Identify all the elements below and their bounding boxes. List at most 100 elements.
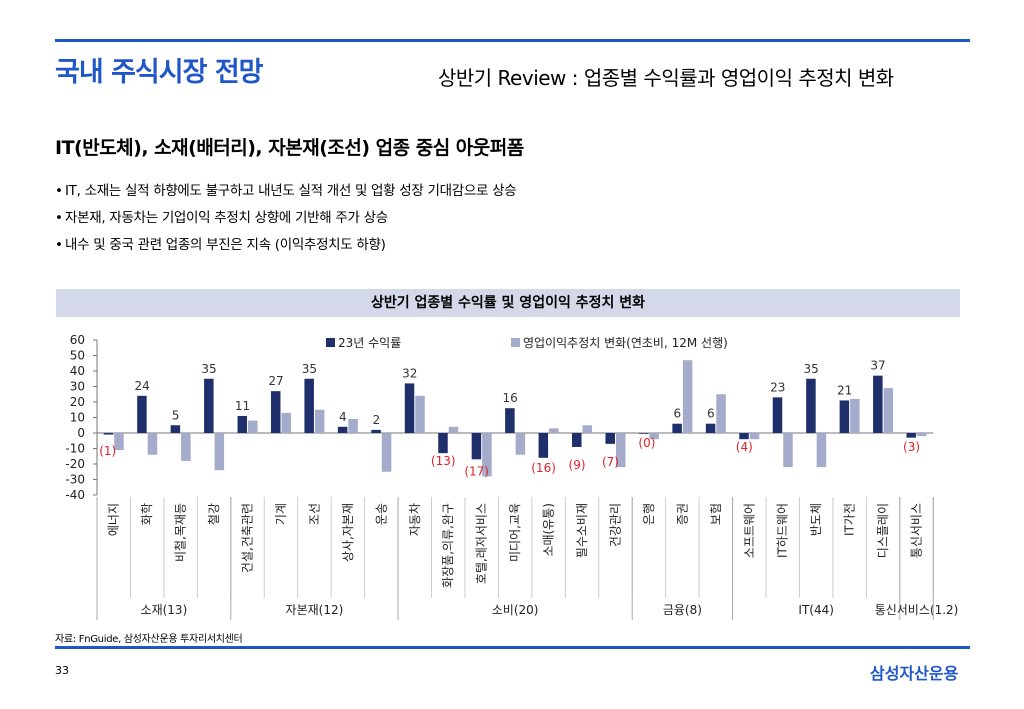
bar-estimate-change <box>816 433 827 468</box>
x-tick-label: 필수소비재 <box>575 503 589 558</box>
x-tick-label: 비철,목재등 <box>174 503 188 562</box>
data-label: 37 <box>870 359 885 373</box>
bar-estimate-change <box>348 419 358 433</box>
bar-return <box>471 433 482 460</box>
x-tick-label: 소매(유통) <box>542 503 556 557</box>
bar-estimate-change <box>850 398 860 433</box>
data-label: 4 <box>339 410 347 424</box>
legend-label-return: 23년 수익률 <box>338 336 401 350</box>
y-tick-label: 10 <box>70 411 85 425</box>
bar-estimate-change <box>883 388 894 433</box>
data-label: (4) <box>736 440 753 454</box>
group-label: 소비(20) <box>492 603 539 617</box>
page-subtitle: 상반기 Review : 업종별 수익률과 영업이익 추정치 변화 <box>438 66 894 90</box>
bar-estimate-change <box>482 433 492 477</box>
data-label: (7) <box>602 455 619 469</box>
bullet-item: • 내수 및 중국 관련 업종의 부진은 지속 (이익추정치도 하향) <box>55 232 516 259</box>
bar-estimate-change <box>314 409 325 433</box>
bar-return <box>605 433 615 444</box>
y-tick-label: -20 <box>65 457 85 471</box>
group-label: 자본재(12) <box>286 603 344 617</box>
bullet-text: IT, 소재는 실적 하향에도 불구하고 내년도 실적 개선 및 업황 성장 기… <box>65 183 517 199</box>
bullet-text: 자본재, 자동차는 기업이익 추정치 상향에 기반해 주가 상승 <box>65 210 388 226</box>
bar-return <box>705 423 716 433</box>
bar-return <box>404 383 415 433</box>
bar-return <box>572 433 582 447</box>
x-tick-label: 운송 <box>374 503 388 525</box>
y-tick-label: 30 <box>70 380 85 394</box>
x-tick-label: IT가전 <box>843 503 857 536</box>
x-tick-label: 조선 <box>307 503 321 525</box>
x-tick-label: 화장품,의류,완구 <box>441 503 455 588</box>
data-label: 21 <box>837 383 852 397</box>
bar-return <box>170 425 181 433</box>
x-tick-label: 건설,건축관련 <box>241 503 255 573</box>
bar-return <box>739 433 749 440</box>
x-tick-label: 소프트웨어 <box>742 503 756 558</box>
x-tick-label: 통신서비스 <box>910 503 924 558</box>
data-label: (1) <box>99 444 116 458</box>
x-tick-label: 반도체 <box>809 503 823 536</box>
x-tick-label: 디스플레이 <box>876 503 890 558</box>
bar-return <box>103 433 114 435</box>
bar-estimate-change <box>582 425 593 433</box>
data-label: 16 <box>502 391 517 405</box>
page-title: 국내 주식시장 전망 <box>55 57 264 88</box>
y-tick-label: -40 <box>65 488 85 502</box>
x-tick-label: 에너지 <box>107 503 121 536</box>
chart-title: 상반기 업종별 수익률 및 영업이익 추정치 변화 <box>56 289 960 317</box>
bottom-divider <box>55 646 970 649</box>
data-label: 2 <box>373 413 381 427</box>
x-tick-label: 철강 <box>207 503 221 525</box>
bar-estimate-change <box>381 433 392 472</box>
bullet-text: 내수 및 중국 관련 업종의 부진은 지속 (이익추정치도 하향) <box>65 237 386 253</box>
x-tick-label: 기계 <box>274 503 288 525</box>
x-tick-label: 화학 <box>140 503 154 525</box>
bar-estimate-change <box>749 433 760 440</box>
bar-estimate-change <box>716 394 726 433</box>
bar-estimate-change <box>114 433 124 451</box>
x-tick-label: IT하드웨어 <box>776 503 790 558</box>
bar-estimate-change <box>783 433 793 468</box>
x-tick-label: 상사,자본재 <box>341 503 355 562</box>
brand-logo: 삼성자산운용 <box>870 664 959 683</box>
group-label: IT(44) <box>798 603 834 617</box>
bar-estimate-change <box>515 433 526 455</box>
data-label: 27 <box>268 374 283 388</box>
data-label: 23 <box>770 380 785 394</box>
data-label: 32 <box>402 366 417 380</box>
bar-return <box>204 378 214 433</box>
bar-return <box>237 415 248 433</box>
bar-return <box>304 378 314 433</box>
data-label: (9) <box>569 458 586 472</box>
y-tick-label: 40 <box>70 364 85 378</box>
bar-estimate-change <box>248 420 258 433</box>
bar-return <box>873 375 883 433</box>
bar-return <box>638 433 649 434</box>
bar-estimate-change <box>917 433 927 437</box>
y-tick-label: 50 <box>70 349 85 363</box>
bullet-item: • IT, 소재는 실적 하향에도 불구하고 내년도 실적 개선 및 업황 성장 … <box>55 178 517 205</box>
bullet-dot-icon: • <box>55 183 63 199</box>
x-tick-label: 은행 <box>641 503 656 525</box>
data-label: 6 <box>707 407 715 421</box>
bar-estimate-change <box>448 426 459 433</box>
bar-return <box>906 433 917 438</box>
bar-return <box>337 426 348 433</box>
group-label: 소재(13) <box>141 603 188 617</box>
bar-estimate-change <box>181 433 191 461</box>
data-label: 35 <box>201 362 216 376</box>
group-label: 금융(8) <box>663 603 702 617</box>
data-label: (17) <box>464 464 489 478</box>
y-tick-label: -10 <box>65 442 85 456</box>
x-tick-label: 자동차 <box>408 503 422 536</box>
bar-chart: 6050403020100-10-20-30-40(1)에너지24화학5비철,목… <box>65 333 958 620</box>
bar-return <box>505 408 515 433</box>
y-tick-label: 60 <box>70 333 85 347</box>
bar-return <box>672 423 682 433</box>
legend-swatch-return <box>326 338 335 347</box>
headline: IT(반도체), 소재(배터리), 자본재(조선) 업종 중심 아웃퍼폼 <box>55 137 524 159</box>
bar-return <box>270 391 281 433</box>
x-tick-label: 호텔,레저서비스 <box>475 503 489 584</box>
bullet-item: • 자본재, 자동차는 기업이익 추정치 상향에 기반해 주가 상승 <box>55 205 516 232</box>
